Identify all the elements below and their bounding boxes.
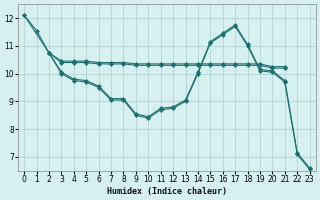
X-axis label: Humidex (Indice chaleur): Humidex (Indice chaleur)	[107, 187, 227, 196]
